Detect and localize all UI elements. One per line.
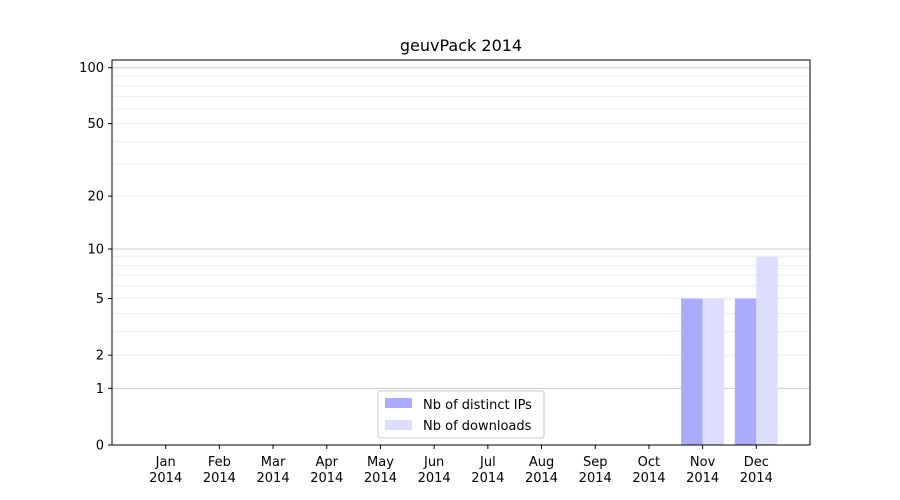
- y-tick-label: 2: [96, 349, 104, 364]
- x-tick-label: Mar 2014: [257, 455, 290, 486]
- x-tick-label: Sep 2014: [579, 455, 612, 486]
- grid-lines: [112, 67, 810, 389]
- legend-swatch-distinct-ips: [385, 398, 412, 408]
- x-tick-label: Jun 2014: [418, 455, 451, 486]
- y-tick-label: 100: [79, 61, 104, 76]
- legend-label-distinct-ips: Nb of distinct IPs: [423, 398, 532, 413]
- x-tick-label: Aug 2014: [525, 455, 558, 486]
- legend-label-downloads: Nb of downloads: [423, 419, 532, 434]
- bar-downloads: [756, 256, 778, 445]
- x-tick-label: Jul 2014: [471, 455, 504, 486]
- x-axis-ticks: Jan 2014 Feb 2014 Mar 2014 Apr 2014 May 2014 Jun 20…: [149, 445, 773, 486]
- plot-frame: [111, 59, 811, 446]
- chart-title: geuvPack 2014: [400, 36, 522, 55]
- bar-distinct-ips: [734, 298, 757, 445]
- legend: Nb of distinct IPs Nb of downloads: [377, 390, 545, 439]
- y-tick-label: 0: [96, 439, 104, 454]
- y-tick-label: 20: [87, 190, 104, 205]
- y-tick-label: 5: [96, 292, 104, 307]
- x-tick-label: Oct 2014: [632, 455, 665, 486]
- y-tick-label: 10: [87, 242, 104, 257]
- y-tick-label: 1: [96, 382, 104, 397]
- x-tick-label: Nov 2014: [686, 455, 719, 486]
- x-tick-label: Apr 2014: [310, 455, 343, 486]
- bars: [681, 256, 778, 445]
- legend-box: [377, 390, 545, 439]
- y-tick-label: 50: [87, 117, 104, 132]
- y-axis-ticks: 0 1 2 5 10 20 50 100: [79, 61, 112, 454]
- x-tick-label: Dec 2014: [740, 455, 773, 486]
- x-tick-label: Jan 2014: [149, 455, 182, 486]
- bar-distinct-ips: [681, 298, 703, 445]
- legend-swatch-downloads: [385, 420, 412, 430]
- bar-downloads: [702, 298, 725, 445]
- x-tick-label: Feb 2014: [203, 455, 236, 486]
- x-tick-label: May 2014: [364, 455, 397, 486]
